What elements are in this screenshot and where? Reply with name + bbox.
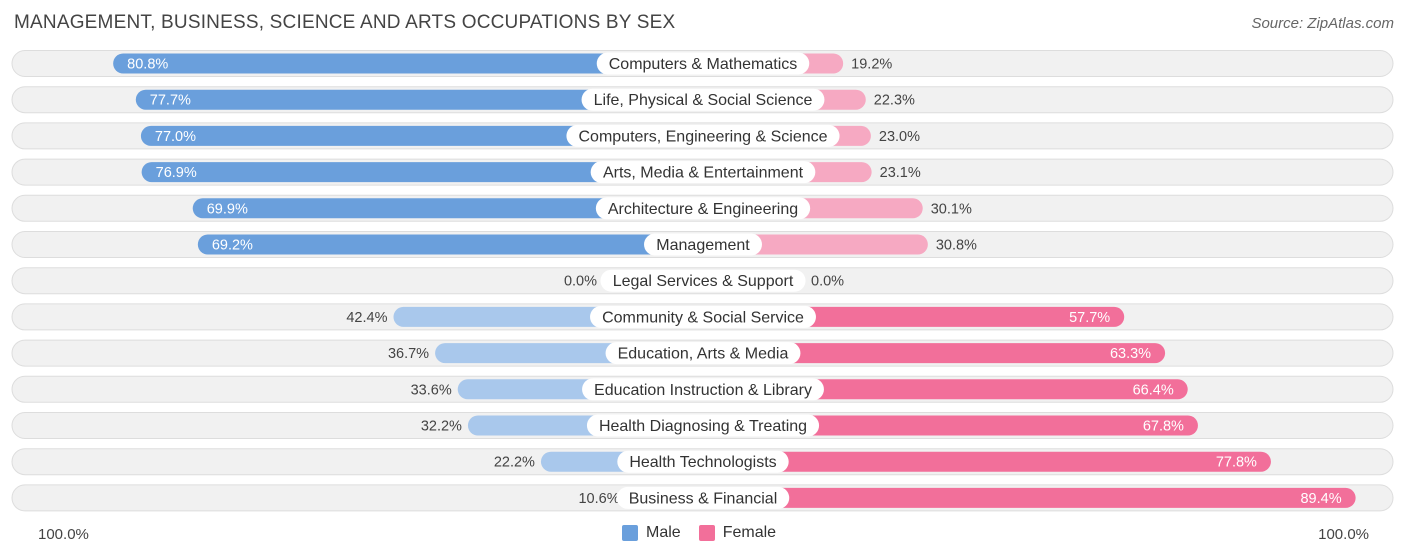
category-label: Architecture & Engineering (608, 201, 798, 218)
legend-item-male: Male (622, 524, 681, 542)
value-label-male: 80.8% (127, 57, 168, 73)
legend-swatch-male (622, 525, 638, 541)
legend-swatch-female (698, 525, 715, 541)
category-pill (644, 233, 762, 256)
bar-female (693, 415, 1198, 436)
axis-left-label: 100.0% (38, 526, 89, 543)
bar-male (197, 234, 714, 255)
category-pill (605, 342, 801, 365)
bar-female (693, 487, 1356, 508)
value-label-female: 77.8% (1216, 455, 1257, 471)
value-label-male: 22.2% (494, 455, 535, 471)
axis-right-label: 100.0% (1318, 526, 1369, 543)
category-label: Business & Financial (629, 490, 778, 507)
value-label-female: 30.8% (936, 238, 977, 254)
value-label-female: 19.2% (851, 57, 892, 73)
source-label: Source: ZipAtlas.com (1251, 15, 1394, 32)
category-pill (616, 486, 790, 509)
category-pill (581, 88, 825, 111)
category-pill (617, 450, 789, 473)
value-label-female: 63.3% (1110, 346, 1151, 362)
category-label: Health Diagnosing & Treating (599, 418, 807, 435)
category-pill (596, 52, 810, 75)
category-pill (582, 378, 824, 401)
legend-label-female: Female (722, 524, 777, 541)
legend-item-female: Female (698, 524, 777, 542)
legend: Male Female (622, 524, 786, 542)
bar-male (135, 89, 714, 110)
category-label: Computers, Engineering & Science (578, 128, 827, 145)
category-label: Legal Services & Support (613, 273, 794, 290)
value-label-female: 22.3% (874, 93, 915, 109)
category-label: Education Instruction & Library (594, 382, 812, 399)
value-label-female: 30.1% (931, 201, 972, 217)
category-label: Computers & Mathematics (609, 56, 798, 73)
value-label-female: 57.7% (1069, 310, 1110, 326)
value-label-female: 66.4% (1133, 382, 1174, 398)
category-label: Health Technologists (629, 454, 776, 471)
category-pill (590, 161, 816, 184)
bar-male (192, 198, 714, 219)
value-label-male: 42.4% (346, 310, 387, 326)
category-pill (590, 305, 816, 328)
value-label-female: 0.0% (811, 274, 844, 290)
value-label-male: 33.6% (411, 382, 452, 398)
category-label: Management (656, 237, 750, 254)
value-label-male: 77.0% (155, 129, 196, 145)
value-label-male: 0.0% (564, 274, 597, 290)
value-label-male: 77.7% (150, 93, 191, 109)
value-label-male: 32.2% (421, 419, 462, 435)
value-label-male: 69.2% (212, 238, 253, 254)
value-label-male: 76.9% (156, 165, 197, 181)
value-label-male: 36.7% (388, 346, 429, 362)
value-label-female: 67.8% (1143, 419, 1184, 435)
value-label-female: 23.0% (879, 129, 920, 145)
bar-female (693, 451, 1271, 472)
legend-label-male: Male (646, 524, 681, 541)
category-pill (600, 269, 806, 292)
category-label: Education, Arts & Media (618, 346, 789, 363)
category-label: Life, Physical & Social Science (594, 92, 813, 109)
value-label-female: 23.1% (880, 165, 921, 181)
value-label-male: 10.6% (578, 491, 619, 507)
category-label: Arts, Media & Entertainment (603, 165, 804, 182)
category-pill (586, 414, 820, 437)
bar-male (141, 162, 713, 183)
category-pill (566, 124, 840, 147)
value-label-male: 69.9% (207, 201, 248, 217)
bar-male (113, 53, 713, 74)
value-label-female: 89.4% (1300, 491, 1341, 507)
chart-title: MANAGEMENT, BUSINESS, SCIENCE AND ARTS O… (14, 12, 676, 33)
bar-female (693, 343, 1166, 364)
category-pill (595, 197, 811, 220)
category-label: Community & Social Service (602, 309, 804, 326)
